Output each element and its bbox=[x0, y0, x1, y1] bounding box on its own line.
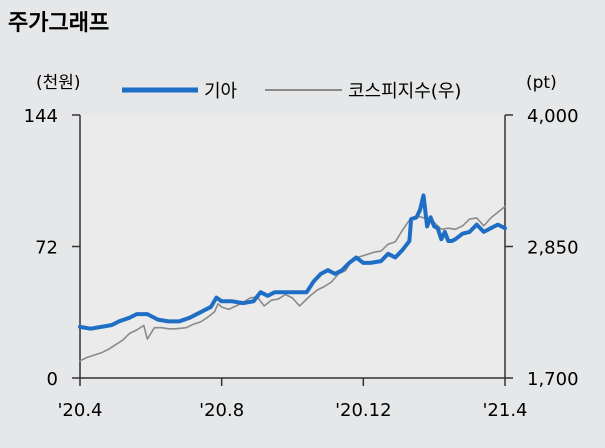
legend-label-kospi: 코스피지수(우) bbox=[348, 81, 461, 102]
left-tick-label: 144 bbox=[24, 106, 58, 127]
legend-label-kia: 기아 bbox=[204, 81, 238, 102]
right-tick-label: 2,850 bbox=[527, 238, 579, 259]
series-line-kia bbox=[78, 193, 507, 331]
left-axis-unit: (천원) bbox=[36, 73, 81, 93]
right-tick-label: 1,700 bbox=[527, 369, 579, 390]
right-axis-unit: (pt) bbox=[526, 73, 557, 93]
plot-area: 144 72 0 4,000 2,850 1,700 '20.4 '20.8 '20.12 '21… bbox=[24, 106, 579, 421]
x-tick-label: '20.8 bbox=[199, 400, 244, 421]
plot-background bbox=[80, 115, 505, 378]
x-tick-label: '20.12 bbox=[335, 400, 391, 421]
left-tick-label: 72 bbox=[35, 238, 58, 259]
x-tick-label: '20.4 bbox=[57, 400, 102, 421]
chart-title: 주가그래프 bbox=[8, 11, 109, 36]
x-tick-label: '21.4 bbox=[482, 400, 527, 421]
right-tick-label: 4,000 bbox=[527, 106, 579, 127]
left-tick-label: 0 bbox=[47, 369, 58, 390]
